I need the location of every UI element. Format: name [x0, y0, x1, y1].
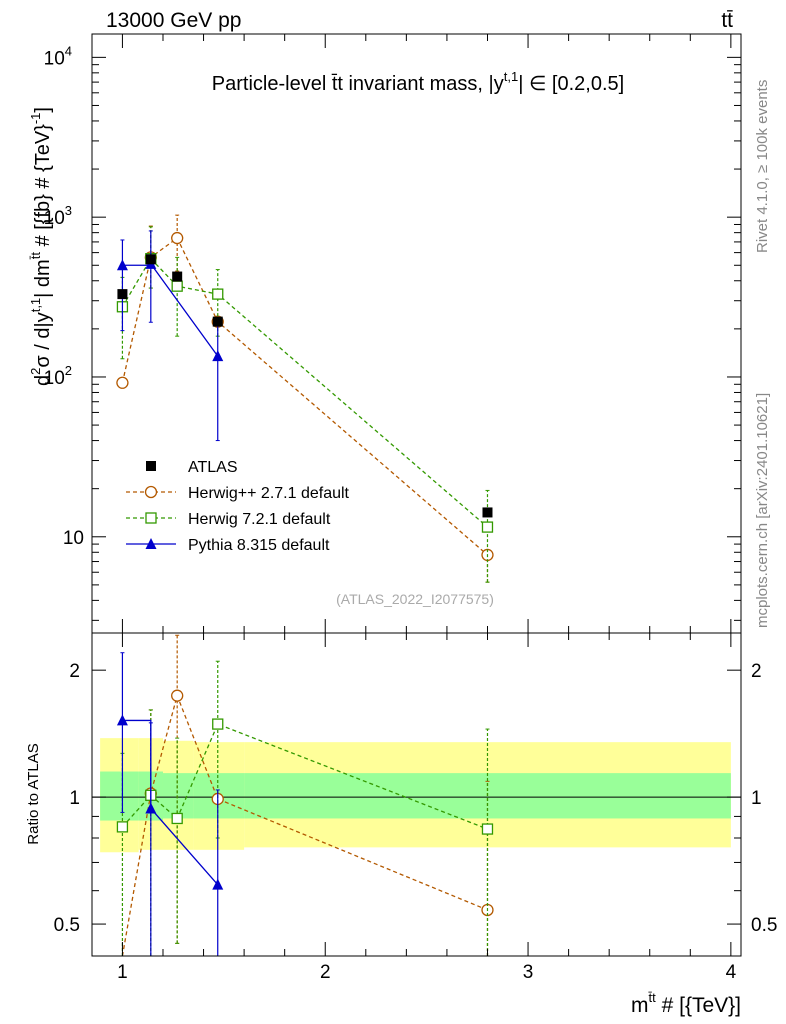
tick-base: 10: [44, 48, 65, 69]
main-y-tick-label: 103: [44, 203, 72, 229]
ratio-series-layer: [116, 634, 494, 957]
marker-triangle-filled: [212, 350, 224, 362]
marker-square-open: [481, 521, 494, 533]
legend-entry: ATLAS: [146, 459, 238, 476]
ratio-y-tick-label-right: 0.5: [751, 915, 777, 936]
ylabel-part-4: | dm: [32, 259, 54, 298]
title-prefix: Particle-level t̄t invariant mass, |y: [212, 73, 504, 95]
legend-entry: Pythia 8.315 default: [126, 537, 330, 554]
marker-triangle-filled: [116, 714, 128, 726]
mcplots-label: mcplots.cern.ch [arXiv:2401.10621]: [754, 393, 771, 628]
ratio-y-tick-label-left: 2: [69, 661, 80, 682]
marker-square-filled: [146, 461, 156, 471]
marker-square-open: [212, 288, 224, 300]
tick-exp: 4: [65, 43, 72, 58]
marker-square-open: [481, 823, 494, 835]
legend-entry: Herwig++ 2.7.1 default: [126, 485, 350, 502]
ylabel-part-6: # [{fb} # {TeV}: [32, 124, 54, 252]
tick-base: 10: [44, 208, 65, 229]
ratio-y-tick-label-left: 1: [69, 788, 80, 809]
ratio-plot-panel: 0.5 0.5 1 1 2 2 1 2 3 4 Ratio to ATLAS mt̄t # [{T…: [25, 632, 777, 1017]
ratio-y-tick-label-left: 0.5: [54, 915, 80, 936]
marker-triangle-filled: [145, 802, 157, 814]
ratio-uncertainty-bands: [100, 738, 731, 853]
marker-circle-open: [171, 689, 184, 702]
ratio-plot-frame: [91, 632, 742, 957]
xlabel-part-0: m: [631, 994, 649, 1017]
energy-label: 13000 GeV pp: [106, 9, 241, 32]
marker-square-open: [171, 280, 183, 292]
x-tick-label: 4: [726, 962, 737, 983]
ratio-y-tick-label-right: 2: [751, 661, 762, 682]
process-label: tt̄: [721, 9, 733, 32]
marker-square-open: [171, 812, 183, 825]
marker-triangle-filled: [116, 259, 128, 271]
ylabel-part-1: 2: [28, 368, 43, 375]
ylabel-part-7: -1: [28, 113, 43, 125]
main-y-axis-label: d2σ / d|yt,1| dmt̄t # [{fb} # {TeV}-1]: [28, 107, 54, 386]
tick-exp: 3: [65, 203, 72, 218]
marker-triangle-filled: [212, 878, 224, 890]
ylabel-part-3: t,1: [28, 298, 43, 312]
marker-square-open: [145, 512, 157, 524]
series-atlas: [117, 254, 493, 518]
marker-square-filled: [145, 254, 156, 265]
x-tick-label: 1: [117, 962, 128, 983]
ylabel-part-2: σ / d|y: [32, 312, 54, 367]
legend-label: Herwig++ 2.7.1 default: [188, 485, 350, 502]
ylabel-part-0: d: [32, 375, 54, 386]
ylabel-part-5: t̄t: [28, 252, 43, 260]
ylabel-part-8: ]: [32, 107, 54, 113]
series-pythia-8-315-default: [116, 230, 224, 442]
marker-square-filled: [117, 289, 128, 300]
legend-label: Pythia 8.315 default: [188, 537, 330, 554]
xlabel-part-1: t̄t: [648, 990, 656, 1005]
marker-square-filled: [482, 507, 493, 518]
band-inner: [162, 773, 194, 819]
marker-circle-open: [171, 231, 184, 245]
series-pythia-8-315-default: [116, 652, 224, 956]
legend-entry: Herwig 7.2.1 default: [126, 511, 331, 528]
marker-circle-open: [144, 485, 158, 499]
ratio-y-tick-label-right: 1: [751, 788, 762, 809]
marker-square-open: [116, 821, 129, 833]
main-y-tick-label: 104: [44, 43, 72, 69]
tick-base: 10: [44, 368, 65, 389]
marker-square-filled: [172, 271, 183, 282]
marker-triangle-filled: [145, 538, 157, 549]
x-axis-label: mt̄t # [{TeV}]: [631, 990, 741, 1017]
xlabel-part-2: # [{TeV}]: [656, 994, 741, 1017]
ratio-axis-ticks: 0.5 0.5 1 1 2 2 1 2 3 4: [54, 633, 777, 983]
marker-square-open: [212, 718, 224, 730]
marker-circle-open: [116, 376, 129, 389]
main-series-layer: [116, 214, 494, 583]
main-y-tick-label: 102: [44, 363, 72, 389]
ratio-y-axis-label: Ratio to ATLAS: [25, 743, 42, 844]
rivet-label: Rivet 4.1.0, ≥ 100k events: [754, 80, 771, 253]
x-tick-label: 2: [320, 962, 331, 983]
x-tick-label: 3: [523, 962, 534, 983]
legend: ATLAS Herwig++ 2.7.1 default Herwig 7.2.1 …: [126, 459, 350, 554]
legend-label: Herwig 7.2.1 default: [188, 511, 331, 528]
main-title: Particle-level t̄t invariant mass, |yt,1…: [212, 69, 624, 95]
marker-square-filled: [212, 316, 223, 327]
watermark: (ATLAS_2022_I2077575): [336, 591, 494, 607]
tick-exp: 2: [65, 363, 72, 378]
title-suffix: | ∈ [0.2,0.5]: [518, 73, 624, 95]
band-inner: [100, 771, 139, 821]
series-line: [122, 261, 219, 357]
title-sup: t,1: [504, 69, 518, 84]
main-y-tick-label: 10: [63, 528, 84, 549]
legend-label: ATLAS: [188, 459, 238, 476]
